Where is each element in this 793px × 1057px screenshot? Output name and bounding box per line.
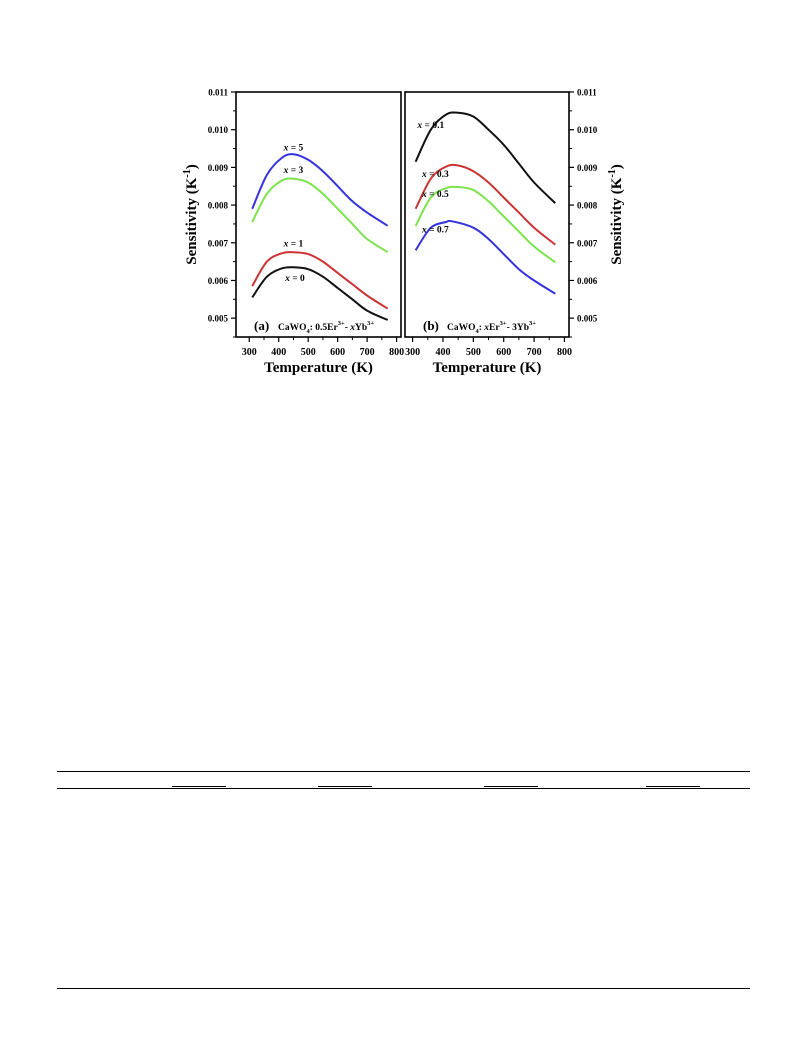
x-tick-label: 300 [405, 347, 420, 358]
series-label: x = 1 [283, 240, 304, 250]
series-label: x = 0 [284, 274, 305, 284]
y-tick-label: 0.010 [208, 125, 229, 135]
panel-a: 300 400 500 600 700 800 0.005 0.006 0.007 0.008 0.… [182, 88, 404, 377]
x-tick-label: 700 [527, 347, 542, 358]
series-label: x = 0.3 [421, 170, 449, 180]
table-bottom-rule [57, 988, 750, 989]
composition-label: CaWO4: 0.5Er3+- xYb3+ [278, 320, 374, 335]
plot-frame [404, 91, 570, 338]
x-tick-label: 600 [496, 347, 511, 358]
series-label: x = 5 [283, 143, 304, 153]
panel-b: 300 400 500 600 700 800 0.005 0.006 0.007 0.008 0.… [404, 88, 625, 376]
y-tick-label: 0.007 [208, 238, 229, 248]
x-tick-label: 800 [389, 347, 404, 358]
panel-label: (a) [254, 318, 269, 333]
x-axis-label: Temperature (K) [264, 360, 373, 376]
y-tick-label: 0.008 [577, 201, 598, 211]
y-axis-label: Sensitivity (K-1) [607, 164, 625, 264]
x-axis-label: Temperature (K) [433, 360, 542, 376]
y-tick-label: 0.007 [577, 238, 598, 248]
y-tick-label: 0.009 [208, 163, 229, 173]
x-tick-label: 500 [466, 347, 481, 358]
x-tick-label: 700 [360, 347, 375, 358]
x-tick-label: 400 [271, 347, 286, 358]
x-tick-label: 800 [557, 347, 572, 358]
table-column-rule [318, 786, 372, 787]
x-tick-label: 500 [301, 347, 316, 358]
series-line [414, 163, 556, 246]
y-tick-label: 0.011 [208, 88, 228, 98]
x-tick-label: 600 [330, 347, 345, 358]
series-line [251, 266, 389, 321]
series-label: x = 0.7 [421, 226, 449, 236]
table-column-rule [646, 786, 700, 787]
table-column-rule [484, 786, 538, 787]
y-tick-label: 0.005 [577, 314, 598, 324]
series-label: x = 0.1 [416, 121, 444, 131]
composition-label: CaWO4: xEr3+- 3Yb3+ [447, 320, 536, 335]
y-tick-label: 0.011 [577, 88, 597, 98]
y-tick-label: 0.006 [577, 276, 598, 286]
series-line [414, 111, 557, 204]
series-label: x = 3 [283, 166, 304, 176]
y-tick-label: 0.005 [208, 314, 229, 324]
x-tick-label: 300 [242, 347, 257, 358]
table-column-rule [172, 786, 226, 787]
series-line [414, 219, 556, 295]
series-label: x = 0.5 [421, 190, 449, 200]
y-tick-label: 0.010 [577, 125, 598, 135]
series-line [414, 185, 556, 264]
y-tick-label: 0.006 [208, 276, 229, 286]
series-line [251, 153, 389, 227]
panel-label: (b) [423, 318, 439, 333]
table-top-rule [57, 771, 750, 772]
y-tick-label: 0.008 [208, 201, 229, 211]
series-line [251, 177, 389, 254]
x-tick-label: 400 [435, 347, 450, 358]
y-axis-label: Sensitivity (K-1) [182, 164, 200, 264]
series-line [251, 251, 389, 310]
table-header-rule [57, 788, 750, 789]
plot-frame [235, 91, 402, 338]
y-tick-label: 0.009 [577, 163, 598, 173]
